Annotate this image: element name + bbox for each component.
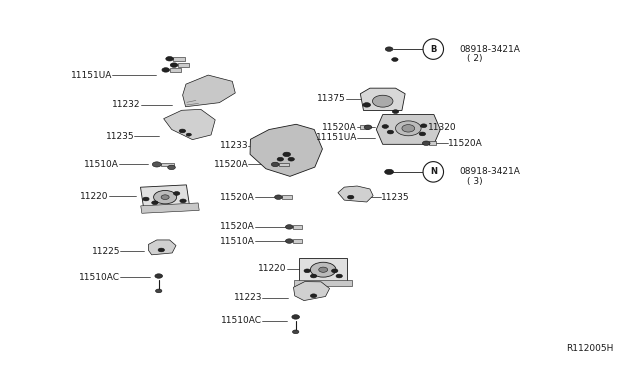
- FancyBboxPatch shape: [161, 163, 174, 166]
- Circle shape: [156, 289, 162, 293]
- Circle shape: [336, 274, 342, 278]
- Polygon shape: [250, 124, 323, 176]
- Polygon shape: [182, 75, 236, 107]
- Circle shape: [392, 58, 398, 61]
- Text: 11235: 11235: [106, 132, 134, 141]
- Text: 11520A: 11520A: [220, 193, 255, 202]
- FancyBboxPatch shape: [293, 225, 302, 229]
- Polygon shape: [141, 203, 199, 213]
- Text: B: B: [430, 45, 436, 54]
- Circle shape: [154, 190, 177, 204]
- Circle shape: [364, 125, 372, 129]
- Text: 11520A: 11520A: [448, 139, 483, 148]
- Circle shape: [310, 294, 317, 298]
- Circle shape: [304, 269, 310, 273]
- Circle shape: [285, 239, 293, 243]
- FancyBboxPatch shape: [293, 239, 302, 243]
- Circle shape: [285, 225, 293, 229]
- Circle shape: [387, 130, 394, 134]
- FancyBboxPatch shape: [178, 63, 189, 67]
- FancyBboxPatch shape: [170, 68, 181, 72]
- Circle shape: [173, 192, 180, 195]
- Text: 11151UA: 11151UA: [316, 133, 357, 142]
- Text: 11223: 11223: [234, 293, 262, 302]
- Circle shape: [186, 133, 191, 136]
- Text: 11220: 11220: [258, 264, 287, 273]
- FancyBboxPatch shape: [360, 125, 368, 129]
- Polygon shape: [294, 280, 352, 286]
- Circle shape: [419, 132, 426, 136]
- Circle shape: [310, 262, 336, 277]
- Text: 11233: 11233: [220, 141, 248, 150]
- Polygon shape: [164, 109, 215, 140]
- Text: 11520A: 11520A: [323, 123, 357, 132]
- Circle shape: [310, 274, 317, 278]
- Text: 11151UA: 11151UA: [70, 71, 112, 80]
- Text: 11220: 11220: [80, 192, 109, 201]
- Circle shape: [283, 152, 291, 157]
- Circle shape: [319, 267, 328, 272]
- Circle shape: [363, 103, 371, 107]
- Circle shape: [348, 195, 354, 199]
- Polygon shape: [148, 240, 176, 255]
- Circle shape: [271, 162, 279, 167]
- Text: 11510A: 11510A: [84, 160, 118, 169]
- Circle shape: [422, 141, 430, 145]
- Text: 11232: 11232: [112, 100, 141, 109]
- Text: N: N: [430, 167, 436, 176]
- Circle shape: [158, 248, 164, 252]
- Polygon shape: [338, 186, 373, 202]
- Text: ( 2): ( 2): [467, 54, 483, 63]
- Circle shape: [292, 315, 300, 319]
- Polygon shape: [294, 282, 330, 301]
- Text: ( 3): ( 3): [467, 177, 483, 186]
- Text: 08918-3421A: 08918-3421A: [460, 45, 520, 54]
- FancyBboxPatch shape: [282, 195, 292, 199]
- Circle shape: [420, 124, 427, 128]
- Circle shape: [143, 197, 149, 201]
- FancyBboxPatch shape: [173, 57, 185, 61]
- Ellipse shape: [423, 161, 444, 182]
- Circle shape: [179, 129, 186, 133]
- Circle shape: [372, 95, 393, 107]
- Circle shape: [152, 201, 158, 205]
- Ellipse shape: [423, 39, 444, 60]
- Text: 11510AC: 11510AC: [221, 316, 262, 325]
- Circle shape: [385, 47, 393, 51]
- Text: 08918-3421A: 08918-3421A: [460, 167, 520, 176]
- Circle shape: [162, 68, 170, 72]
- FancyBboxPatch shape: [429, 141, 436, 145]
- Text: 11375: 11375: [317, 94, 346, 103]
- Text: R112005H: R112005H: [566, 344, 613, 353]
- Polygon shape: [300, 257, 347, 282]
- Text: 11235: 11235: [381, 193, 410, 202]
- Circle shape: [332, 269, 338, 273]
- Circle shape: [155, 274, 163, 278]
- Circle shape: [170, 63, 178, 67]
- Circle shape: [292, 330, 299, 334]
- Text: 11520A: 11520A: [220, 222, 255, 231]
- Circle shape: [166, 57, 173, 61]
- FancyBboxPatch shape: [279, 163, 289, 166]
- Polygon shape: [360, 88, 405, 110]
- Circle shape: [275, 195, 282, 199]
- Circle shape: [396, 121, 421, 136]
- Circle shape: [277, 157, 284, 161]
- Text: 11520A: 11520A: [214, 160, 248, 169]
- Circle shape: [382, 125, 388, 128]
- Circle shape: [180, 199, 186, 203]
- Circle shape: [161, 195, 169, 199]
- Text: 11510AC: 11510AC: [79, 273, 120, 282]
- Circle shape: [168, 165, 175, 170]
- Circle shape: [402, 125, 415, 132]
- Circle shape: [152, 162, 161, 167]
- Circle shape: [385, 169, 394, 174]
- Text: 11225: 11225: [92, 247, 120, 256]
- Polygon shape: [141, 185, 189, 209]
- Circle shape: [392, 110, 399, 113]
- Text: 11320: 11320: [428, 123, 456, 132]
- Circle shape: [288, 157, 294, 161]
- Text: 11510A: 11510A: [220, 237, 255, 246]
- Polygon shape: [376, 115, 440, 144]
